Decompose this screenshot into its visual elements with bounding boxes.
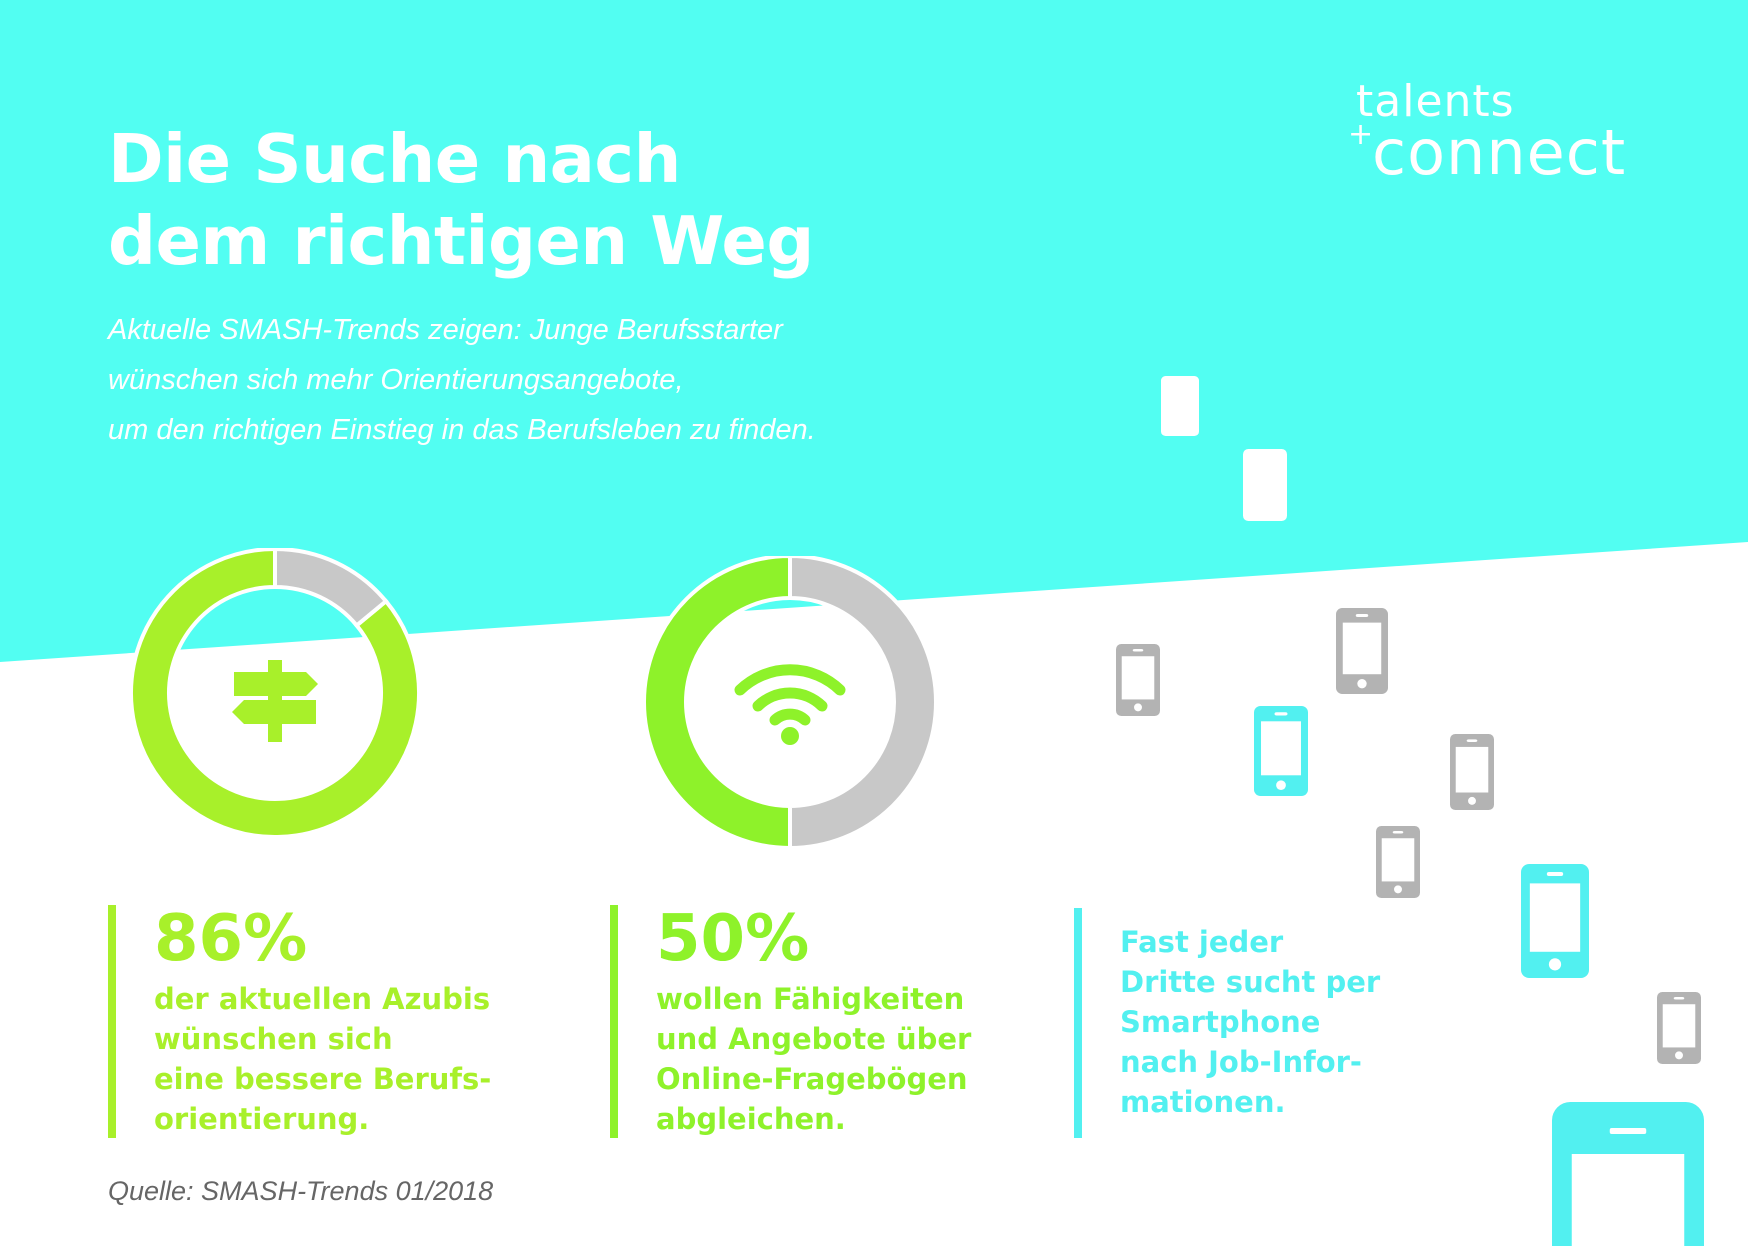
fact-smartphone: Fast jeder Dritte sucht per Smartphone n… — [1074, 908, 1380, 1138]
donut-slice-main — [130, 548, 420, 838]
stat-line: und Angebote über — [656, 1022, 972, 1056]
subtitle: Aktuelle SMASH-Trends zeigen: Junge Beru… — [108, 305, 816, 455]
stat-value: 86% — [154, 902, 308, 976]
donut-slice-rest — [788, 556, 936, 848]
fact-line: Smartphone — [1120, 1005, 1321, 1039]
stat-line: eine bessere Berufs- — [154, 1062, 492, 1096]
smartphone-icon — [1552, 1102, 1704, 1251]
stat-online: 50% wollen Fähigkeiten und Angebote über… — [610, 905, 971, 1138]
stat-line: Online-Fragebögen — [656, 1062, 968, 1096]
subtitle-line-3: um den richtigen Einstieg in das Berufsl… — [108, 414, 816, 446]
subtitle-line-2: wünschen sich mehr Orientierungsangebote… — [108, 364, 684, 396]
cyan-header-band — [0, 0, 1748, 662]
smartphone-icon — [1376, 826, 1420, 898]
smartphone-icon — [1657, 992, 1701, 1064]
wifi-icon-dot — [781, 727, 799, 745]
smartphone-icon — [1243, 449, 1287, 521]
wifi-icon — [734, 664, 846, 726]
stat-line: orientierung. — [154, 1102, 370, 1136]
stat-line: wünschen sich — [154, 1022, 393, 1056]
fact-line: nach Job-Infor- — [1120, 1045, 1362, 1079]
fact-line: Dritte sucht per — [1120, 965, 1381, 999]
stat-azubis: 86% der aktuellen Azubis wünschen sich e… — [108, 905, 491, 1138]
logo-plus: + — [1348, 117, 1374, 152]
smartphone-icon — [1450, 734, 1494, 810]
fact-line: mationen. — [1120, 1085, 1286, 1119]
source-note: Quelle: SMASH-Trends 01/2018 — [108, 1176, 494, 1206]
stat-description: wollen Fähigkeiten und Angebote über Onl… — [656, 979, 971, 1139]
donut-chart-online — [644, 556, 936, 848]
stat-line: abgleichen. — [656, 1102, 846, 1136]
smartphone-icon — [1116, 644, 1160, 716]
smartphone-icon — [1161, 376, 1199, 436]
donut-chart-azubis — [130, 548, 420, 838]
signpost-icon — [232, 660, 318, 742]
stat-value: 50% — [656, 902, 810, 976]
logo-word-connect: connect — [1372, 116, 1627, 189]
stat-line: wollen Fähigkeiten — [656, 982, 965, 1016]
donut-slice-main — [644, 556, 792, 848]
stat-line: der aktuellen Azubis — [154, 982, 491, 1016]
title-line-1: Die Suche nach — [108, 120, 681, 198]
subtitle-line-1: Aktuelle SMASH-Trends zeigen: Junge Beru… — [108, 314, 783, 346]
fact-line: Fast jeder — [1120, 925, 1284, 959]
smartphone-icon — [1521, 864, 1589, 978]
donut-slice-rest — [273, 548, 389, 629]
talents-connect-logo: talents + connect — [1340, 76, 1670, 184]
smartphone-icon — [1254, 706, 1308, 796]
smartphone-icon — [1336, 608, 1388, 694]
logo-word-talents: talents — [1356, 76, 1515, 127]
stat-description: der aktuellen Azubis wünschen sich eine … — [154, 979, 491, 1139]
page-title: Die Suche nach dem richtigen Weg — [108, 118, 814, 282]
title-line-2: dem richtigen Weg — [108, 202, 814, 280]
